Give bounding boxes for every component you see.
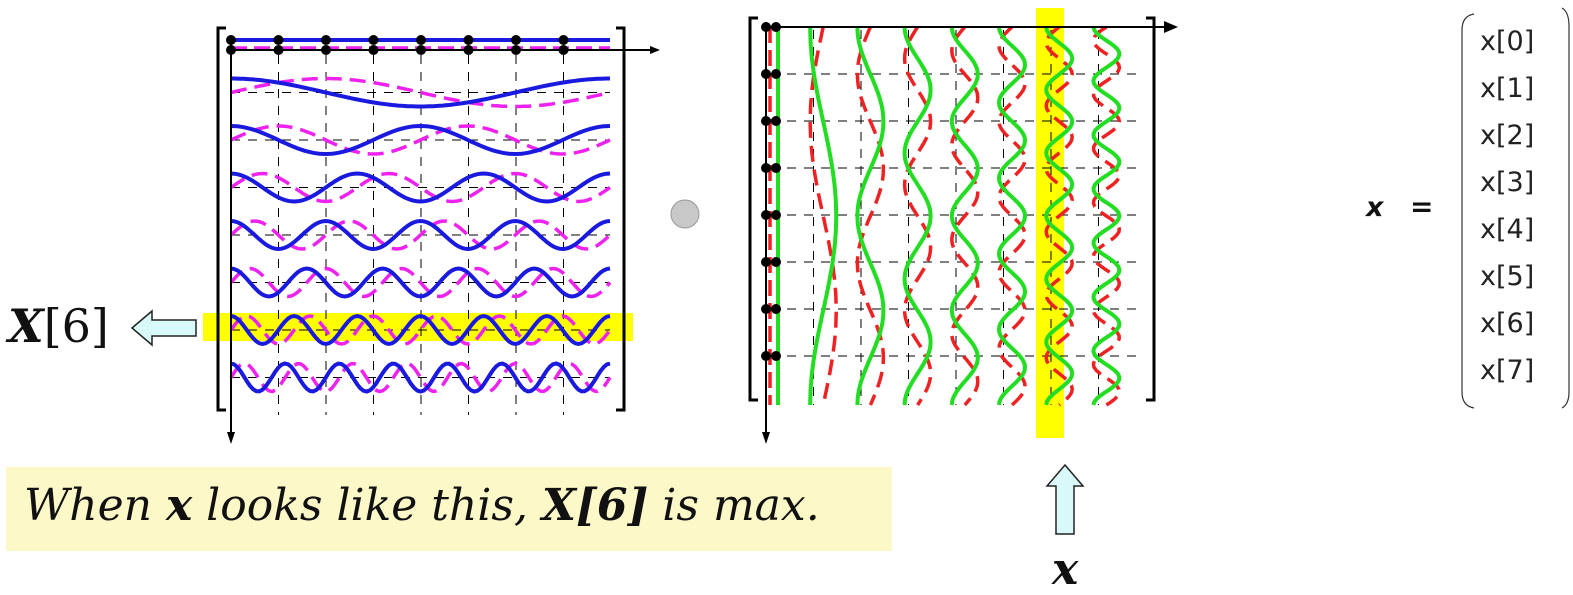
signal-wave-dashed	[855, 26, 886, 406]
right-grid	[770, 30, 1140, 405]
basis-wave-imag	[229, 219, 612, 251]
sample-dot	[511, 35, 521, 45]
basis-wave-real	[230, 123, 611, 157]
output-label-index: [6]	[43, 299, 109, 353]
left-bracket-open	[216, 26, 226, 412]
vector-name: x	[1366, 192, 1384, 223]
vector-right-paren	[1561, 7, 1570, 409]
basis-wave-imag	[229, 314, 612, 346]
signal-wave-solid	[1044, 26, 1075, 406]
basis-waves	[229, 38, 612, 394]
vector-entry: x[0]	[1480, 26, 1535, 57]
basis-wave-real	[231, 76, 610, 109]
signal-wave-solid	[855, 26, 886, 406]
sample-dot	[771, 210, 781, 220]
basis-wave-imag	[229, 361, 612, 394]
sample-dot	[558, 35, 569, 45]
signal-waves	[768, 25, 1122, 407]
output-label-var: X	[8, 299, 44, 353]
left-x-axis-arrowhead	[650, 46, 660, 54]
vector-entry: x[3]	[1480, 167, 1535, 198]
basis-wave-imag	[229, 266, 612, 299]
signal-wave-solid	[949, 26, 980, 406]
vector-entry: x[6]	[1480, 308, 1535, 339]
vector-entry: x[2]	[1480, 120, 1535, 151]
caption-background	[6, 467, 892, 551]
caption-prefix: When	[24, 480, 166, 531]
sample-dot	[273, 35, 284, 45]
caption-middle: looks like this,	[192, 480, 542, 531]
sample-dot	[771, 304, 781, 314]
up-arrow-icon	[1045, 463, 1085, 535]
signal-wave-dashed	[902, 26, 933, 406]
right-y-axis-arrowhead	[762, 432, 770, 444]
vector-entries: x[0] x[1] x[2] x[3] x[4] x[5] x[6] x[7]	[1480, 22, 1534, 398]
sample-dot	[771, 69, 781, 79]
vector-entry: x[1]	[1480, 73, 1535, 104]
signal-wave-solid	[808, 27, 839, 405]
basis-wave-imag	[230, 76, 611, 109]
signal-wave-dashed	[1044, 25, 1074, 407]
caption-suffix: is max.	[648, 480, 820, 531]
multiply-dot	[670, 199, 700, 229]
signal-wave-dashed	[808, 26, 838, 406]
signal-wave-solid	[902, 26, 933, 406]
signal-wave-solid	[1091, 26, 1122, 406]
caption-var: x	[165, 480, 193, 531]
sample-dot	[321, 35, 331, 45]
basis-wave-real	[230, 313, 611, 347]
vector-left-paren	[1461, 13, 1475, 409]
sample-dot	[416, 35, 426, 45]
sample-dot	[771, 351, 781, 361]
basis-wave-real	[230, 171, 611, 204]
basis-wave-real	[230, 218, 611, 252]
vector-equals: =	[1410, 190, 1434, 223]
sample-dot	[368, 35, 379, 45]
left-y-axis-arrowhead	[227, 432, 235, 444]
caption-target: X[6]	[541, 480, 649, 531]
caption: When x looks like this, X[6] is max.	[24, 474, 820, 538]
dft-basis-matrix	[203, 26, 660, 444]
signal-wave-dashed	[950, 25, 980, 407]
vector-entry: x[7]	[1480, 355, 1535, 386]
sample-dot	[771, 257, 781, 267]
sample-dot	[463, 35, 474, 45]
basis-wave-real	[230, 361, 611, 394]
signal-wave-dashed	[997, 25, 1027, 407]
vector-entry: x[4]	[1480, 214, 1535, 245]
basis-wave-imag	[230, 124, 611, 156]
signal-wave-solid	[996, 26, 1028, 406]
input-label: x	[1052, 544, 1079, 595]
left-bracket-close	[616, 26, 626, 412]
signal-wave-dashed	[1091, 25, 1122, 407]
signal-matrix	[748, 8, 1178, 444]
left-arrow-icon	[130, 309, 197, 347]
basis-wave-real	[230, 266, 611, 299]
sample-dot	[771, 116, 781, 126]
vector-entry: x[5]	[1480, 261, 1535, 292]
sample-dot	[771, 163, 781, 173]
basis-wave-imag	[230, 171, 611, 204]
output-label: X[6]	[8, 298, 109, 354]
right-x-axis-arrowhead	[1164, 21, 1178, 33]
right-bracket-open	[748, 16, 758, 402]
right-bracket-close	[1146, 16, 1156, 402]
